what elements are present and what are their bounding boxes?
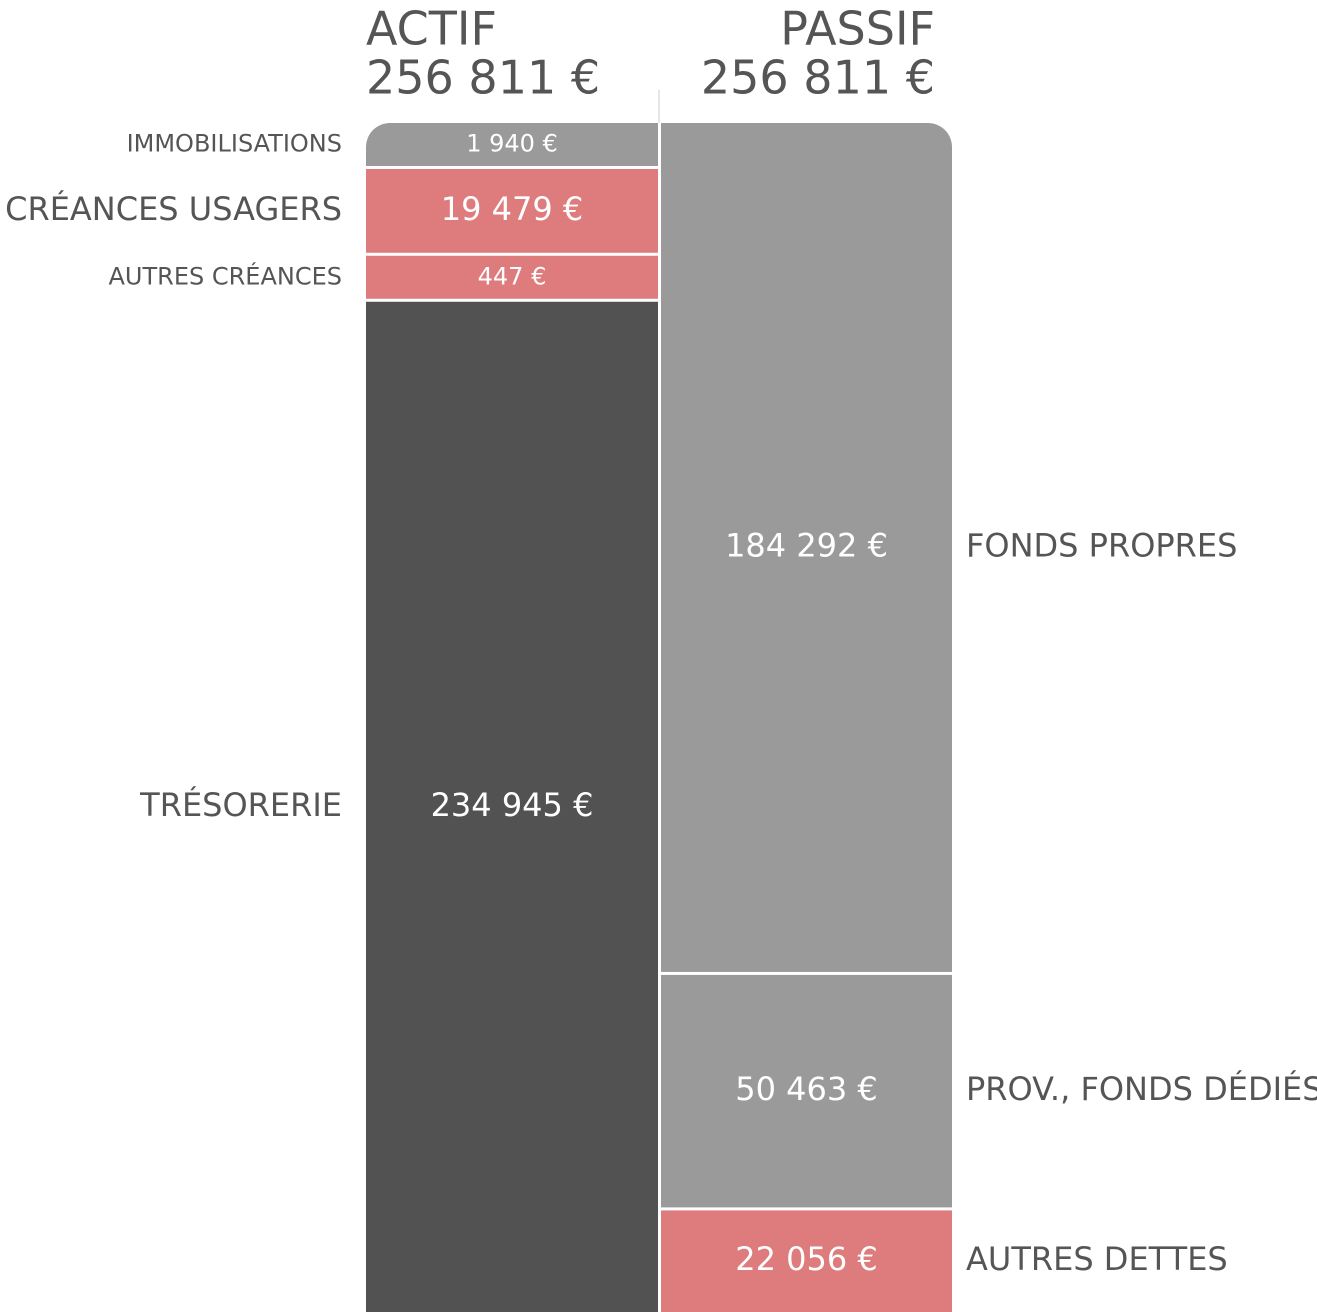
value-label: 19 479 € [441,190,584,228]
value-label: 1 940 € [466,130,558,158]
column-total: 256 811 € [701,51,935,105]
segment [661,974,952,1208]
value-label: 50 463 € [735,1070,878,1108]
segment [661,123,952,972]
segment [366,123,658,166]
value-label: 447 € [478,262,547,290]
segment-label: IMMOBILISATIONS [127,130,342,158]
segment-label: TRÉSORERIE [139,786,342,824]
column-title: PASSIF [780,2,935,56]
column-title: ACTIF [366,2,497,56]
segment-label: CRÉANCES USAGERS [5,190,342,228]
bars [366,123,952,1312]
segment-label: PROV., FONDS DÉDIÉS [966,1070,1317,1108]
segment [366,301,658,1312]
segment [661,1210,952,1312]
value-label: 234 945 € [431,786,594,824]
segment [366,255,658,299]
value-label: 22 056 € [735,1240,878,1278]
segment-label: FONDS PROPRES [966,526,1237,564]
value-label: 184 292 € [725,526,888,564]
column-total: 256 811 € [366,51,600,105]
segment-label: AUTRES CRÉANCES [109,261,342,290]
segment-label: AUTRES DETTES [966,1240,1228,1278]
segment [366,169,658,253]
